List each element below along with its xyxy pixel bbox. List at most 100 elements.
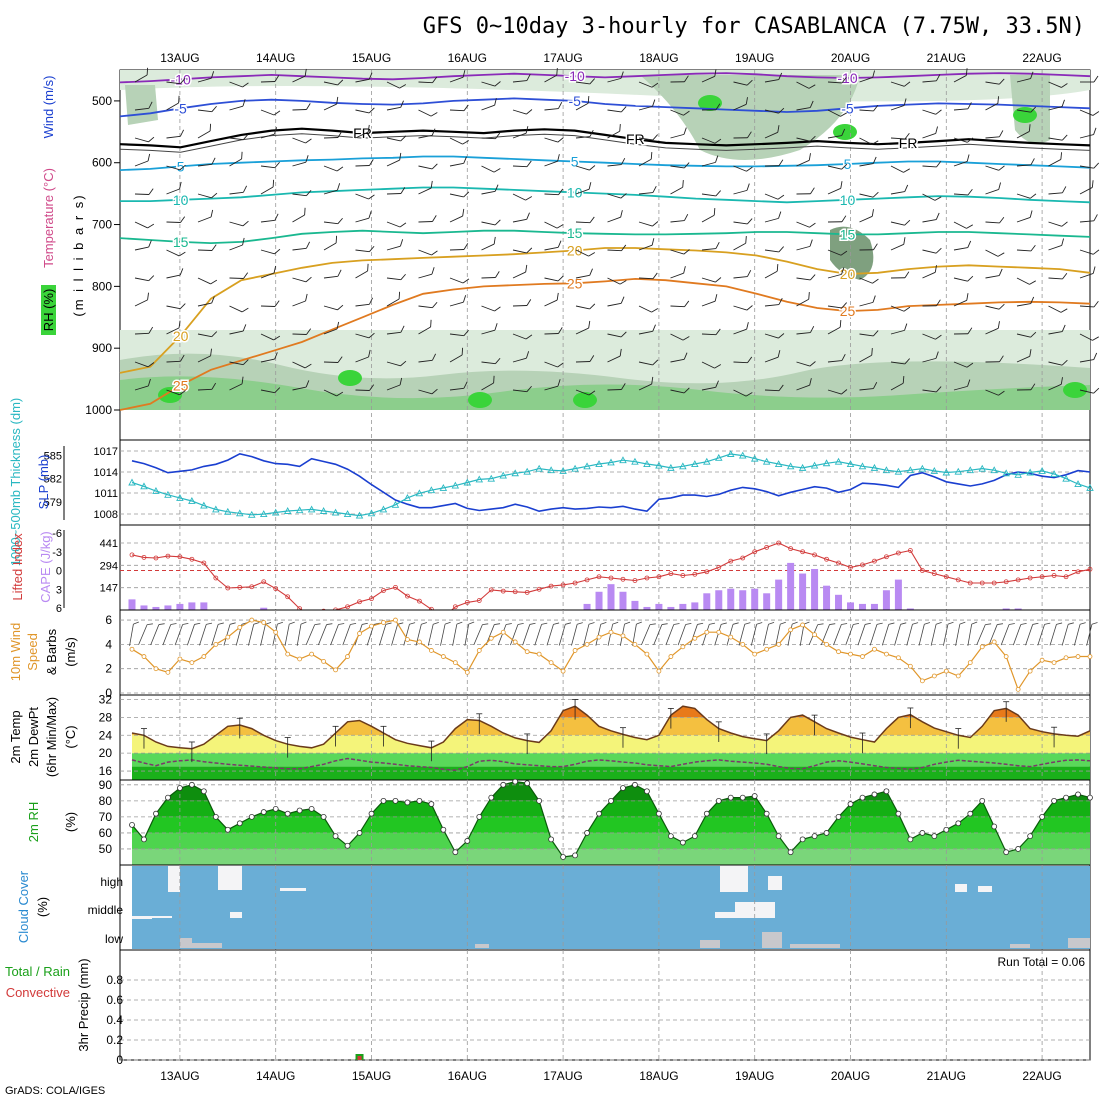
barb-staff-28-3 xyxy=(1016,164,1031,167)
barb-staff-18-6 xyxy=(701,248,716,251)
temp2m-label-4: (°C) xyxy=(63,725,78,748)
wind10m-barb-staff-27 xyxy=(452,624,458,646)
barb-flag-4-1 xyxy=(273,110,281,116)
barb-10-10 xyxy=(449,347,464,363)
barb-flag-1-10 xyxy=(180,354,185,362)
barb-15-9 xyxy=(607,331,627,338)
rh2m-point-15 xyxy=(308,805,315,812)
precip-axis: 00.20.40.60.8 xyxy=(106,973,123,1067)
rh2m-point-13 xyxy=(284,810,291,817)
wind10m-point-5 xyxy=(189,660,195,666)
barb-staff-6-8 xyxy=(323,305,338,311)
wind10m-barb-75 xyxy=(1025,622,1039,646)
wind10m-point-9 xyxy=(237,624,243,630)
barb-flag-11-10 xyxy=(495,357,501,364)
barb-staff-25-9 xyxy=(922,333,936,340)
barb-staff-22-6 xyxy=(827,249,842,256)
barb-staff-8-2 xyxy=(386,137,401,142)
barb-staff-19-0 xyxy=(733,81,748,86)
barb-flag-5-10 xyxy=(304,363,312,369)
barb-22-10 xyxy=(827,353,846,363)
wind10m-barb-14 xyxy=(296,621,307,646)
barb-25-10 xyxy=(922,351,939,363)
wind10m-grid xyxy=(120,610,1090,695)
rh2m-point-17 xyxy=(332,833,339,840)
barb-staff-0-6 xyxy=(134,246,149,251)
barb-8-0 xyxy=(386,81,407,89)
barb-staff-6-11 xyxy=(323,389,337,397)
wind10m-point-75 xyxy=(1027,668,1033,674)
rh2m-point-46 xyxy=(679,839,686,846)
wind10m-barb-flag-80 xyxy=(1091,622,1098,625)
wind10m-barb-staff-43 xyxy=(641,624,651,646)
barb-staff-3-0 xyxy=(229,81,243,88)
barb-staff-10-11 xyxy=(449,387,464,391)
wind10m-point-12 xyxy=(273,629,279,635)
barb-5-3 xyxy=(292,155,309,167)
barb-flag-6-7 xyxy=(337,269,342,277)
thickness-point-59 xyxy=(834,457,843,465)
thickness-point-49 xyxy=(715,453,723,461)
cape-bar-63 xyxy=(882,590,890,610)
lifted-point-9 xyxy=(237,584,243,590)
cloud-block-1 xyxy=(218,866,242,890)
barb-flag-20-10 xyxy=(777,350,781,358)
barb-30-4 xyxy=(1079,180,1094,195)
barb-staff-27-5 xyxy=(985,221,1000,224)
barb-flag-0-7 xyxy=(148,275,155,281)
barb-0-0 xyxy=(134,67,149,83)
barb-staff-6-5 xyxy=(323,221,338,225)
lifted-point-44 xyxy=(656,574,662,580)
precip-label-total: Total / Rain xyxy=(5,964,70,979)
barb-flag-30-0 xyxy=(1093,75,1099,83)
lifted-point-53 xyxy=(764,544,770,550)
wind10m-barb-flag-10 xyxy=(253,622,260,625)
barb-flag-14-0 xyxy=(589,78,595,85)
barb-staff-8-10 xyxy=(386,361,401,367)
wind10m-barb-43 xyxy=(641,623,656,646)
barb-1-8 xyxy=(166,303,186,310)
barb-flag-24-9 xyxy=(904,323,908,331)
barb-6-7 xyxy=(323,269,342,279)
barb-flag-27-4 xyxy=(998,182,1002,190)
barb-flag-2-0 xyxy=(211,71,215,79)
barb-staff-23-4 xyxy=(859,193,874,198)
barb-staff-26-0 xyxy=(953,75,967,83)
wind10m-tick-2: 2 xyxy=(105,662,112,676)
barb-flag-2-10 xyxy=(210,348,212,356)
rh2m-point-36 xyxy=(560,854,566,860)
barb-flag-16-0 xyxy=(651,82,659,88)
barb-flag-5-4 xyxy=(306,189,312,196)
thickness-point-11 xyxy=(259,510,268,518)
barb-23-7 xyxy=(859,277,879,284)
barb-29-5 xyxy=(1048,221,1068,227)
barb-flag-26-11 xyxy=(967,379,971,387)
cape-tick-147: 147 xyxy=(100,583,118,595)
cloud-block-3 xyxy=(230,912,242,918)
barb-staff-11-0 xyxy=(481,81,496,87)
barb-staff-25-5 xyxy=(922,219,937,223)
wind10m-barb-62 xyxy=(869,622,883,646)
barb-staff-16-2 xyxy=(638,137,653,141)
barb-19-2 xyxy=(733,131,752,139)
barb-staff-12-0 xyxy=(512,80,527,83)
barb-staff-27-11 xyxy=(985,389,999,396)
barb-11-4 xyxy=(481,184,499,195)
barb-flag-1-11 xyxy=(179,390,186,396)
rh2m-label-2: (%) xyxy=(63,812,78,832)
wind10m-barb-28 xyxy=(464,621,475,646)
wind10m-point-65 xyxy=(907,663,913,669)
rh2m-point-51 xyxy=(739,794,746,801)
barb-19-1 xyxy=(733,97,748,111)
barb-flag-6-2 xyxy=(337,131,343,138)
barb-flag-23-10 xyxy=(871,347,873,356)
barb-staff-2-10 xyxy=(197,355,211,363)
bottom-date-17aug: 17AUG xyxy=(543,1069,582,1083)
rh2m-point-18 xyxy=(344,842,351,849)
barb-flag-5-3 xyxy=(305,155,309,163)
temp2m-label-3: (6hr Min/Max) xyxy=(44,697,59,777)
barb-2-11 xyxy=(197,382,217,391)
barb-3-7 xyxy=(229,272,249,279)
contour-label-15-2: 15 xyxy=(840,226,856,242)
